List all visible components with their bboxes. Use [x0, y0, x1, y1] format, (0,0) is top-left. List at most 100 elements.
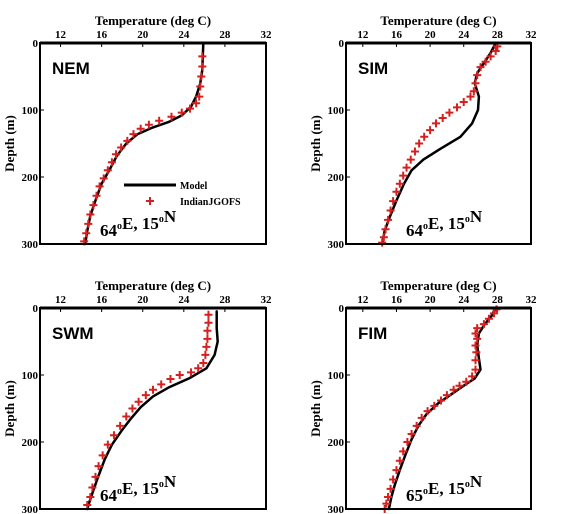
data-point-plus-marker — [466, 92, 475, 101]
data-point-plus-marker — [445, 108, 454, 117]
data-point-plus-marker — [476, 63, 485, 72]
panel-swm: Temperature (deg C) 12 16 20 24 28 32 0 100 200 30… — [2, 278, 272, 514]
panel-fim: Temperature (deg C) 12 16 20 24 28 32 0 100 200 30… — [308, 278, 537, 514]
data-point-plus-marker — [392, 187, 401, 196]
data-point-plus-marker — [481, 57, 490, 66]
data-point-plus-marker — [117, 143, 126, 152]
data-point-plus-marker — [196, 82, 205, 91]
data-point-plus-marker — [399, 171, 408, 180]
data-point-plus-marker — [472, 348, 481, 357]
data-point-plus-marker — [103, 166, 112, 175]
data-point-plus-marker — [177, 108, 186, 117]
y-tick-label: 200 — [22, 172, 39, 184]
x-axis-title: Temperature (deg C) — [95, 13, 211, 28]
x-axis-title: Temperature (deg C) — [380, 13, 496, 28]
legend-label-model: Model — [180, 181, 207, 192]
season-label: FIM — [358, 324, 387, 343]
data-point-plus-marker — [381, 225, 390, 234]
data-point-plus-marker — [204, 310, 213, 319]
data-point-plus-marker — [198, 52, 207, 61]
data-point-plus-marker — [92, 191, 101, 200]
data-point-plus-marker — [134, 397, 143, 406]
season-label: NEM — [52, 59, 90, 78]
y-axis-title: Depth (m) — [308, 115, 323, 172]
x-tick-label: 20 — [137, 29, 149, 41]
x-axis-title: Temperature (deg C) — [95, 278, 211, 293]
data-point-plus-marker — [484, 314, 493, 323]
data-point-plus-marker — [471, 329, 480, 338]
x-tick-label: 12 — [357, 29, 369, 41]
data-point-plus-marker — [203, 334, 212, 343]
data-point-plus-marker — [201, 350, 210, 359]
x-tick-label: 32 — [526, 294, 538, 306]
data-point-plus-marker — [187, 368, 196, 377]
location-label: 65oE, 15oN — [406, 472, 483, 505]
x-tick-label: 16 — [96, 294, 108, 306]
data-point-plus-marker — [198, 62, 207, 71]
x-axis-title: Temperature (deg C) — [380, 278, 496, 293]
x-tick-label: 12 — [357, 294, 369, 306]
y-tick-label: 0 — [339, 303, 345, 315]
data-point-plus-marker — [99, 174, 108, 183]
y-tick-label: 100 — [328, 105, 345, 117]
data-point-plus-marker — [149, 385, 157, 394]
x-tick-label: 12 — [55, 294, 67, 306]
data-point-plus-marker — [82, 229, 91, 238]
data-point-plus-marker — [167, 112, 176, 121]
data-point-plus-marker — [86, 492, 95, 501]
data-point-plus-marker — [386, 206, 395, 215]
x-tick-label: 20 — [425, 294, 437, 306]
data-point-plus-marker — [107, 158, 116, 167]
data-point-plus-marker — [455, 381, 464, 390]
data-point-plus-marker — [384, 215, 393, 224]
series-line-model — [380, 41, 497, 246]
data-point-plus-marker — [195, 92, 204, 101]
data-point-plus-marker — [91, 472, 100, 481]
data-point-plus-marker — [122, 412, 131, 421]
legend: Model IndianJGOFS — [124, 181, 241, 208]
data-point-plus-marker — [430, 401, 439, 410]
x-tick-label: 24 — [458, 29, 470, 41]
location-label: 64oE, 15oN — [100, 472, 177, 505]
x-tick-label: 24 — [178, 29, 190, 41]
data-point-plus-marker — [84, 219, 93, 228]
y-tick-label: 300 — [328, 239, 345, 251]
data-point-plus-marker — [116, 421, 125, 430]
x-tick-label: 32 — [261, 294, 273, 306]
data-point-plus-marker — [202, 342, 211, 351]
data-point-plus-marker — [410, 147, 419, 156]
data-point-plus-marker — [420, 132, 429, 141]
data-point-plus-marker — [423, 407, 432, 416]
x-tick-label: 32 — [526, 29, 538, 41]
y-axis-title: Depth (m) — [308, 380, 323, 437]
data-point-plus-marker — [378, 238, 387, 247]
y-tick-label: 0 — [33, 38, 39, 50]
y-tick-label: 0 — [33, 303, 39, 315]
x-tick-label: 16 — [96, 29, 108, 41]
data-point-plus-marker — [144, 120, 153, 129]
series-line-model — [86, 310, 219, 511]
panel-nem: Temperature (deg C) 12 16 20 24 28 32 0 100 200 30… — [2, 13, 272, 251]
data-point-plus-marker — [473, 324, 482, 333]
data-point-plus-marker — [86, 210, 95, 219]
data-point-plus-marker — [94, 462, 103, 471]
data-point-plus-marker — [386, 484, 395, 493]
data-point-plus-marker — [431, 119, 440, 128]
data-point-plus-marker — [471, 79, 480, 88]
x-tick-label: 24 — [458, 294, 470, 306]
x-tick-label: 28 — [219, 294, 231, 306]
legend-label-indianjgofs: IndianJGOFS — [180, 197, 241, 208]
data-point-plus-marker — [389, 197, 398, 206]
data-point-plus-marker — [442, 391, 451, 400]
data-point-plus-marker — [471, 365, 480, 374]
data-point-plus-marker — [109, 431, 118, 440]
data-point-plus-marker — [175, 371, 184, 379]
data-point-plus-marker — [490, 309, 498, 318]
data-point-plus-marker — [426, 126, 435, 135]
x-tick-label: 28 — [492, 294, 504, 306]
y-tick-label: 300 — [328, 504, 345, 514]
data-point-plus-marker — [392, 466, 401, 475]
data-point-plus-marker — [412, 421, 421, 430]
data-point-plus-marker — [199, 358, 208, 367]
data-point-plus-marker — [417, 413, 426, 422]
